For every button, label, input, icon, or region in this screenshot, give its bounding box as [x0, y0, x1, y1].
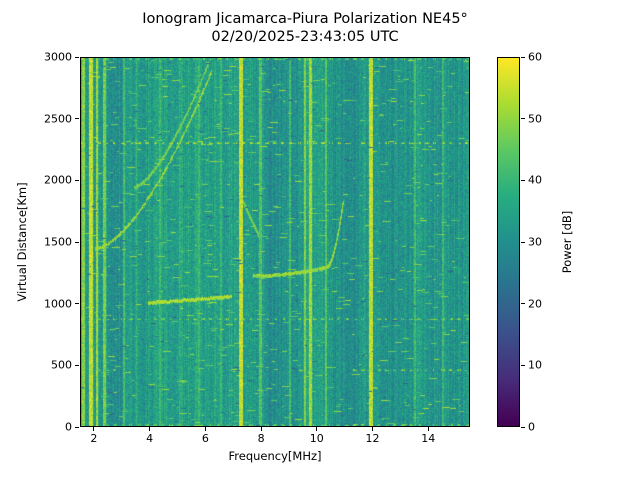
y-tick-mark-0: [75, 426, 79, 428]
ionogram-heatmap: [81, 58, 469, 426]
x-tick-label-8: 8: [257, 432, 265, 445]
y-tick-label-1500: 1500: [44, 235, 72, 249]
colorbar-label: Power [dB]: [560, 210, 574, 274]
plot-area: [80, 57, 470, 427]
y-tick-mark-2500: [75, 118, 79, 120]
x-tick-mark-8: [260, 427, 262, 431]
y-tick-label-2500: 2500: [44, 112, 72, 126]
x-axis-label: Frequency[MHz]: [228, 449, 322, 463]
colorbar-gradient: [498, 58, 519, 426]
x-tick-mark-10: [316, 427, 318, 431]
colorbar-tick-label-10: 10: [528, 358, 542, 372]
y-tick-label-1000: 1000: [44, 297, 72, 311]
chart-title: Ionogram Jicamarca-Piura Polarization NE…: [142, 11, 468, 27]
y-tick-mark-3000: [75, 56, 79, 58]
colorbar-tick-mark-30: [521, 241, 525, 243]
x-tick-mark-12: [372, 427, 373, 431]
colorbar-tick-mark-40: [521, 179, 525, 181]
y-tick-label-3000: 3000: [44, 50, 72, 64]
colorbar-tick-label-60: 60: [528, 50, 542, 64]
colorbar-tick-label-20: 20: [528, 297, 542, 311]
y-tick-label-0: 0: [65, 420, 72, 434]
y-tick-mark-500: [75, 364, 79, 366]
colorbar-tick-label-0: 0: [528, 420, 535, 434]
colorbar-tick-label-50: 50: [528, 112, 542, 126]
x-tick-label-6: 6: [201, 432, 209, 445]
y-axis-label: Virtual Distance[Km]: [15, 182, 29, 302]
x-tick-mark-6: [204, 427, 206, 431]
x-tick-mark-4: [149, 427, 151, 431]
x-tick-label-10: 10: [309, 432, 324, 445]
colorbar-tick-mark-10: [521, 364, 525, 366]
x-tick-label-2: 2: [90, 432, 98, 445]
chart-subtitle: 02/20/2025-23:43:05 UTC: [211, 29, 399, 45]
x-tick-mark-2: [93, 427, 95, 431]
colorbar-tick-mark-0: [521, 426, 525, 428]
y-tick-mark-2000: [75, 179, 79, 181]
y-tick-mark-1000: [75, 303, 79, 305]
colorbar-tick-label-40: 40: [528, 173, 542, 187]
colorbar-tick-label-30: 30: [528, 235, 542, 249]
colorbar-tick-mark-60: [521, 56, 525, 58]
x-tick-label-4: 4: [146, 432, 154, 445]
colorbar: [497, 57, 520, 427]
y-tick-mark-1500: [75, 241, 79, 243]
colorbar-tick-mark-50: [521, 118, 525, 120]
y-tick-label-2000: 2000: [44, 173, 72, 187]
colorbar-tick-mark-20: [521, 303, 525, 305]
x-tick-label-12: 12: [365, 432, 380, 445]
x-tick-label-14: 14: [421, 432, 436, 445]
y-tick-label-500: 500: [51, 358, 72, 372]
x-tick-mark-14: [427, 427, 429, 431]
